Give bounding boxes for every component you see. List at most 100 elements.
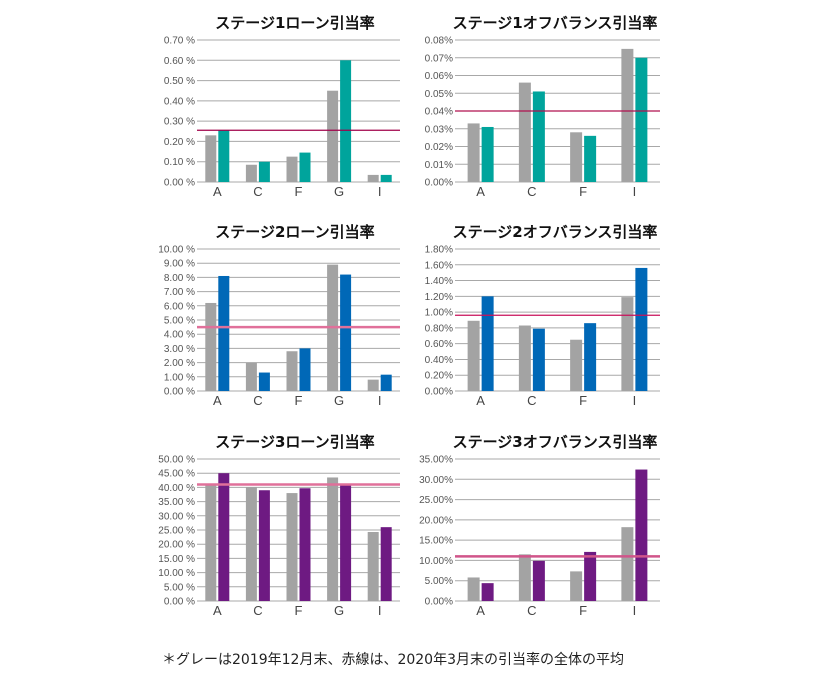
- bar-mar2020: [340, 60, 352, 182]
- x-tick-label: A: [476, 184, 485, 199]
- y-tick-label: 0.06%: [425, 71, 453, 82]
- x-tick-label: A: [213, 393, 222, 408]
- bar-mar2020: [532, 328, 545, 391]
- x-tick-label: F: [295, 603, 303, 618]
- y-tick-label: 0.00%: [425, 597, 453, 608]
- y-tick-label: 3.00 %: [164, 344, 195, 355]
- bar-mar2020: [299, 488, 311, 601]
- x-tick-label: I: [378, 184, 382, 199]
- bar-dec2019: [467, 320, 480, 391]
- bar-dec2019: [327, 90, 339, 182]
- bar-mar2020: [584, 551, 597, 601]
- y-tick-label: 35.00 %: [158, 497, 195, 508]
- y-tick-label: 0.70 %: [164, 36, 195, 47]
- bar-mar2020: [299, 348, 311, 391]
- chart-title: ステージ3ローン引当率: [215, 433, 375, 451]
- y-tick-label: 0.04%: [425, 107, 453, 118]
- bar-dec2019: [286, 156, 298, 182]
- bar-dec2019: [245, 362, 257, 391]
- bar-mar2020: [481, 126, 494, 182]
- y-tick-label: 0.60%: [425, 339, 453, 350]
- bar-dec2019: [286, 493, 298, 601]
- x-tick-label: I: [378, 393, 382, 408]
- bar-mar2020: [299, 152, 311, 182]
- chart-stage3-offbalance: ステージ3オフバランス引当率 0.00% 5.00% 10.00% 15.00% 20.…: [410, 429, 670, 629]
- x-tick-label: F: [579, 184, 587, 199]
- bar-dec2019: [205, 135, 217, 182]
- x-tick-label: F: [579, 393, 587, 408]
- y-tick-label: 35.00%: [419, 455, 453, 466]
- y-tick-label: 20.00 %: [158, 540, 195, 551]
- bar-mar2020: [532, 560, 545, 601]
- x-tick-label: F: [295, 184, 303, 199]
- y-tick-label: 5.00%: [425, 576, 453, 587]
- y-tick-label: 1.40%: [425, 276, 453, 287]
- bar-mar2020: [340, 484, 352, 601]
- y-tick-label: 0.02%: [425, 142, 453, 153]
- bar-dec2019: [367, 379, 379, 391]
- x-tick-label: A: [213, 603, 222, 618]
- chart-svg: 0.00 % 0.10 % 0.20 % 0.30 % 0.40 % 0.50 % 0.60…: [164, 36, 400, 199]
- bar-mar2020: [481, 583, 494, 601]
- chart-title: ステージ1ローン引当率: [215, 14, 375, 32]
- bar-mar2020: [258, 161, 270, 182]
- bar-mar2020: [481, 296, 494, 391]
- y-tick-label: 0.07%: [425, 53, 453, 64]
- bar-dec2019: [621, 297, 634, 391]
- y-tick-label: 5.00 %: [164, 316, 195, 327]
- bar-dec2019: [286, 351, 298, 391]
- bar-dec2019: [327, 477, 339, 601]
- y-tick-label: 1.60%: [425, 260, 453, 271]
- y-tick-label: 0.80%: [425, 323, 453, 334]
- x-tick-label: G: [334, 603, 344, 618]
- y-tick-label: 0.10 %: [164, 157, 195, 168]
- x-tick-label: C: [253, 184, 262, 199]
- bar-mar2020: [380, 527, 392, 601]
- bar-mar2020: [258, 490, 270, 601]
- chart-stage3-loan: ステージ3ローン引当率 0.00 % 5.00 % 10.00 % 15.00 % 20…: [150, 429, 410, 629]
- y-tick-label: 50.00 %: [158, 455, 195, 466]
- bar-mar2020: [532, 91, 545, 182]
- y-tick-label: 0.00 %: [164, 387, 195, 398]
- bar-dec2019: [205, 484, 217, 601]
- chart-stage1-loan: ステージ1ローン引当率 0.00 % 0.10 % 0.20 % 0.30 % 0.40…: [150, 10, 410, 210]
- x-tick-label: F: [579, 603, 587, 618]
- x-tick-label: G: [334, 393, 344, 408]
- chart-title: ステージ2オフバランス引当率: [452, 223, 658, 241]
- y-tick-label: 8.00 %: [164, 273, 195, 284]
- y-tick-label: 2.00 %: [164, 358, 195, 369]
- bar-mar2020: [380, 174, 392, 182]
- y-tick-label: 30.00%: [419, 475, 453, 486]
- bar-dec2019: [467, 577, 480, 601]
- x-tick-label: F: [295, 393, 303, 408]
- y-tick-label: 15.00%: [419, 536, 453, 547]
- y-tick-label: 0.20%: [425, 371, 453, 382]
- y-tick-label: 5.00 %: [164, 582, 195, 593]
- y-tick-label: 1.00%: [425, 308, 453, 319]
- bar-dec2019: [570, 571, 583, 601]
- bar-dec2019: [518, 82, 531, 182]
- x-tick-label: G: [334, 184, 344, 199]
- x-tick-label: C: [527, 184, 536, 199]
- y-tick-label: 7.00 %: [164, 287, 195, 298]
- bar-dec2019: [245, 164, 257, 182]
- x-tick-label: I: [633, 393, 637, 408]
- y-tick-label: 0.01%: [425, 160, 453, 171]
- bar-mar2020: [635, 267, 648, 391]
- y-tick-label: 1.00 %: [164, 372, 195, 383]
- x-tick-label: C: [527, 603, 536, 618]
- bar-mar2020: [258, 372, 270, 391]
- bar-dec2019: [518, 554, 531, 601]
- x-tick-label: I: [633, 603, 637, 618]
- x-tick-label: I: [633, 184, 637, 199]
- y-tick-label: 0.30 %: [164, 117, 195, 128]
- bar-dec2019: [518, 325, 531, 391]
- bar-dec2019: [367, 531, 379, 601]
- bar-dec2019: [367, 174, 379, 182]
- y-tick-label: 15.00 %: [158, 554, 195, 565]
- y-tick-label: 20.00%: [419, 515, 453, 526]
- y-tick-label: 0.00 %: [164, 597, 195, 608]
- chart-title: ステージ1オフバランス引当率: [452, 14, 658, 32]
- y-tick-label: 40.00 %: [158, 483, 195, 494]
- y-tick-label: 25.00 %: [158, 526, 195, 537]
